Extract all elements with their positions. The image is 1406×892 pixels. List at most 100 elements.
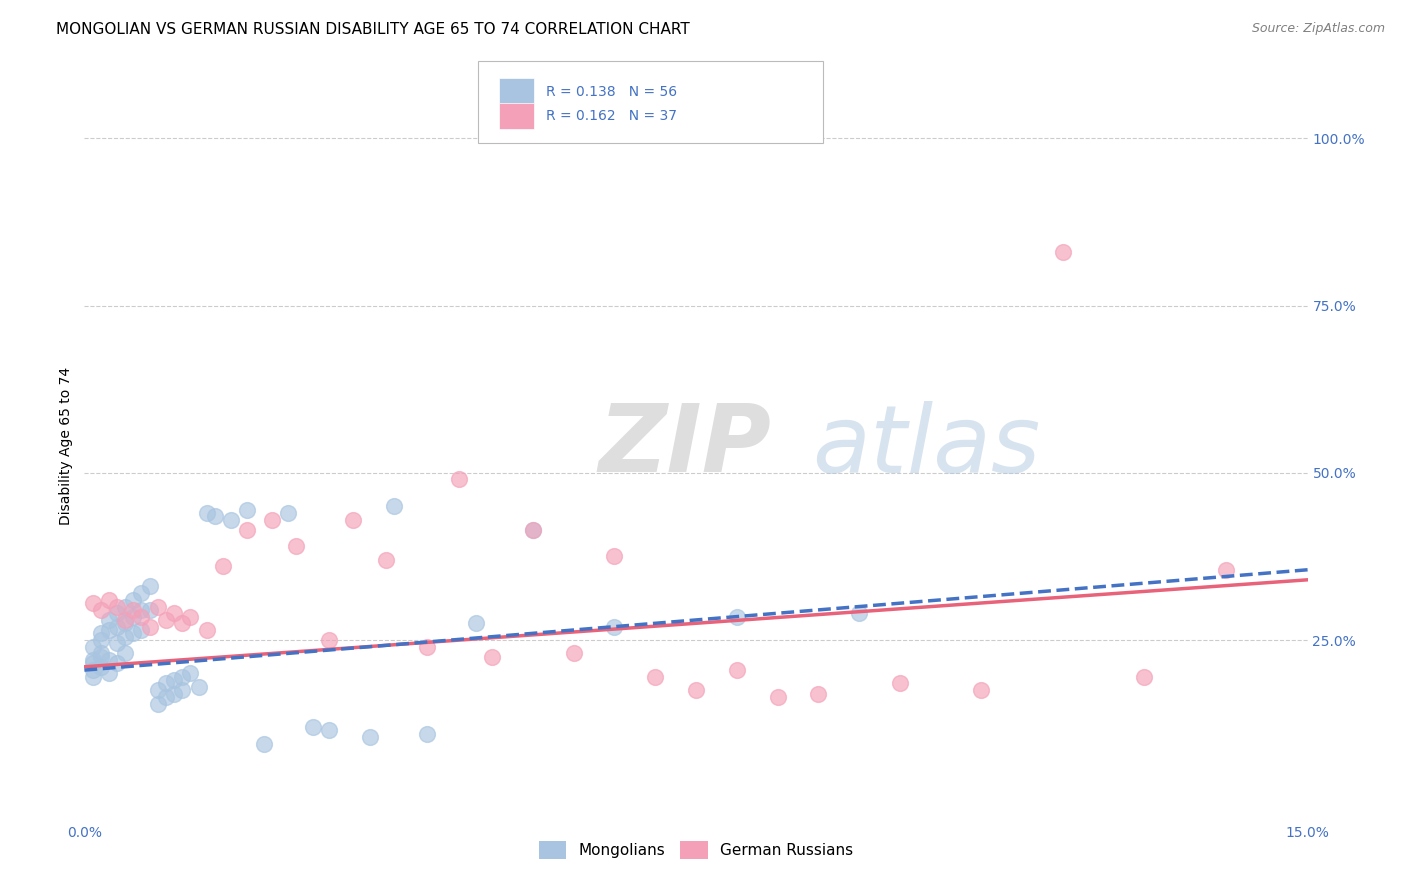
Text: R = 0.138   N = 56: R = 0.138 N = 56 xyxy=(546,85,676,99)
Point xyxy=(131,623,153,637)
Point xyxy=(375,553,398,567)
Point xyxy=(889,676,911,690)
Point xyxy=(90,646,112,660)
Point xyxy=(725,609,748,624)
Point xyxy=(970,683,993,698)
Point xyxy=(464,616,486,631)
Point xyxy=(122,609,145,624)
Text: MONGOLIAN VS GERMAN RUSSIAN DISABILITY AGE 65 TO 74 CORRELATION CHART: MONGOLIAN VS GERMAN RUSSIAN DISABILITY A… xyxy=(56,22,690,37)
Point xyxy=(155,690,177,704)
Point xyxy=(114,646,136,660)
Point xyxy=(82,663,104,677)
Point xyxy=(105,636,128,650)
Point xyxy=(212,559,235,574)
Point xyxy=(236,502,259,516)
Point xyxy=(122,593,145,607)
Point xyxy=(1052,245,1074,260)
Point xyxy=(318,633,340,648)
Point xyxy=(195,506,218,520)
Point xyxy=(416,640,439,654)
Text: atlas: atlas xyxy=(813,401,1040,491)
Point xyxy=(138,580,160,594)
Point xyxy=(105,599,128,614)
Point xyxy=(342,513,364,527)
Point xyxy=(848,607,870,621)
Point xyxy=(97,593,120,607)
Point xyxy=(179,609,201,624)
Point xyxy=(603,620,626,634)
Point xyxy=(481,649,503,664)
Point xyxy=(82,657,104,671)
Point xyxy=(163,607,186,621)
Point xyxy=(155,676,177,690)
Point xyxy=(131,603,153,617)
Point xyxy=(131,586,153,600)
Point xyxy=(562,646,585,660)
Point xyxy=(253,737,276,751)
Point xyxy=(285,539,308,553)
Point xyxy=(187,680,209,694)
Point xyxy=(90,626,112,640)
Point xyxy=(179,666,201,681)
Point xyxy=(138,603,160,617)
Point xyxy=(90,649,112,664)
Point xyxy=(260,513,283,527)
Point xyxy=(82,640,104,654)
Point xyxy=(146,683,169,698)
Point xyxy=(90,633,112,648)
Point xyxy=(1133,670,1156,684)
Point xyxy=(236,523,259,537)
Point xyxy=(725,663,748,677)
Text: Source: ZipAtlas.com: Source: ZipAtlas.com xyxy=(1251,22,1385,36)
Point xyxy=(82,596,104,610)
Point xyxy=(114,599,136,614)
Point xyxy=(146,599,169,614)
Text: ZIP: ZIP xyxy=(598,400,770,492)
Point xyxy=(163,673,186,688)
Point xyxy=(122,603,145,617)
Point xyxy=(97,653,120,667)
Point xyxy=(172,670,194,684)
Point xyxy=(82,670,104,684)
Point xyxy=(146,697,169,711)
Point xyxy=(163,687,186,701)
Point xyxy=(105,607,128,621)
Point xyxy=(219,513,242,527)
Point xyxy=(131,609,153,624)
Point xyxy=(82,653,104,667)
Point xyxy=(90,603,112,617)
Point xyxy=(382,500,405,514)
Point xyxy=(114,630,136,644)
Point xyxy=(807,687,830,701)
Point xyxy=(105,657,128,671)
Point xyxy=(522,523,544,537)
Point xyxy=(603,549,626,564)
Point xyxy=(416,726,439,740)
Point xyxy=(97,623,120,637)
Point xyxy=(105,620,128,634)
Point xyxy=(766,690,789,704)
Point xyxy=(277,506,299,520)
Point xyxy=(204,509,226,524)
Point xyxy=(172,683,194,698)
Point xyxy=(138,620,160,634)
Point xyxy=(155,613,177,627)
Point xyxy=(449,473,471,487)
Point xyxy=(97,613,120,627)
Point xyxy=(172,616,194,631)
Point xyxy=(685,683,707,698)
Point xyxy=(1215,563,1237,577)
Point xyxy=(359,730,381,744)
Point xyxy=(122,626,145,640)
Point xyxy=(114,616,136,631)
Point xyxy=(318,723,340,738)
Point xyxy=(301,720,323,734)
Legend: Mongolians, German Russians: Mongolians, German Russians xyxy=(533,835,859,865)
Point xyxy=(90,660,112,674)
Point xyxy=(97,666,120,681)
Point xyxy=(195,623,218,637)
Point xyxy=(522,523,544,537)
Text: R = 0.162   N = 37: R = 0.162 N = 37 xyxy=(546,109,676,123)
Point xyxy=(114,613,136,627)
Point xyxy=(644,670,666,684)
